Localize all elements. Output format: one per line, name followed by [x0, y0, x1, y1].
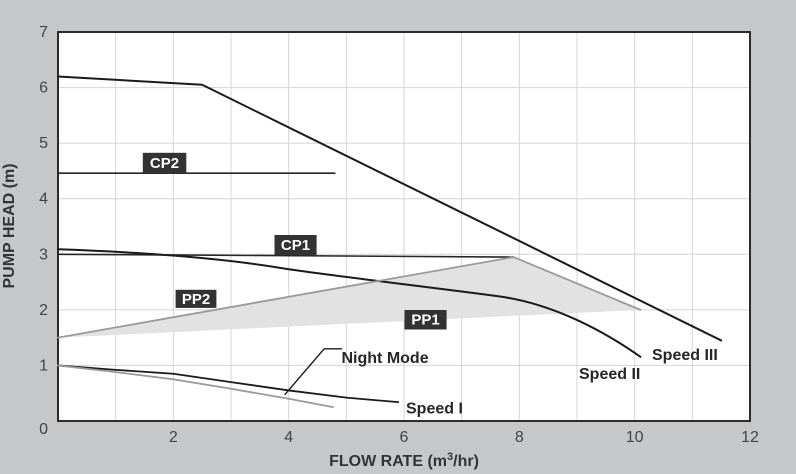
svg-text:2: 2: [169, 429, 178, 446]
svg-text:10: 10: [626, 429, 644, 446]
svg-text:2: 2: [39, 302, 48, 319]
svg-text:Speed III: Speed III: [652, 347, 718, 364]
svg-text:6: 6: [39, 80, 48, 97]
svg-text:4: 4: [39, 191, 48, 208]
svg-text:PP1: PP1: [411, 312, 439, 329]
svg-text:Speed II: Speed II: [579, 366, 640, 383]
svg-text:0: 0: [39, 421, 48, 438]
svg-text:PUMP HEAD (m): PUMP HEAD (m): [1, 163, 18, 288]
svg-text:Night Mode: Night Mode: [342, 350, 429, 367]
svg-text:Speed I: Speed I: [406, 401, 463, 418]
svg-text:CP2: CP2: [150, 155, 179, 172]
svg-text:8: 8: [515, 429, 524, 446]
svg-text:6: 6: [400, 429, 409, 446]
svg-text:7: 7: [39, 24, 48, 41]
svg-text:FLOW RATE (m3/hr): FLOW RATE (m3/hr): [329, 451, 479, 470]
svg-text:PP2: PP2: [182, 291, 210, 308]
svg-text:3: 3: [39, 246, 48, 263]
svg-text:12: 12: [741, 429, 759, 446]
svg-text:1: 1: [39, 357, 48, 374]
svg-text:4: 4: [284, 429, 293, 446]
svg-text:5: 5: [39, 135, 48, 152]
svg-text:CP1: CP1: [281, 237, 310, 254]
